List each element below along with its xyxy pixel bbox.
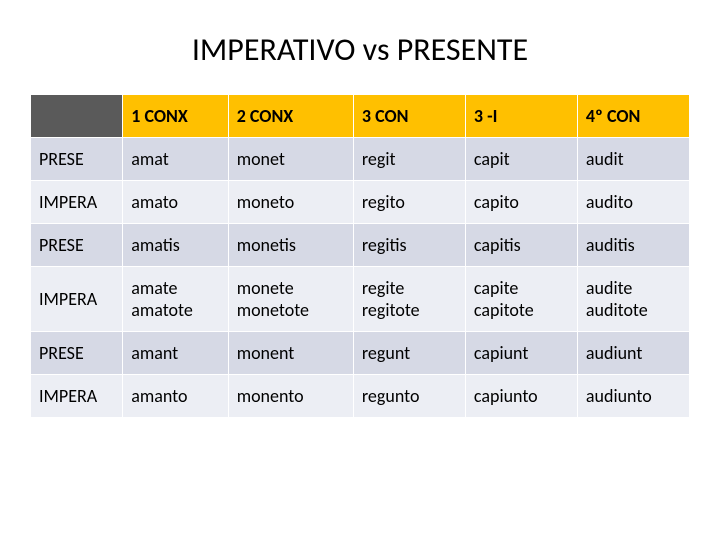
cell: monento xyxy=(228,375,353,418)
cell: capitis xyxy=(465,224,577,267)
cell: amatis xyxy=(123,224,228,267)
header-col-2: 2 CONX xyxy=(228,95,353,138)
cell: audite auditote xyxy=(577,267,689,332)
cell: capit xyxy=(465,138,577,181)
cell: auditis xyxy=(577,224,689,267)
cell: capite capitote xyxy=(465,267,577,332)
conjugation-table: 1 CONX 2 CONX 3 CON 3 -I 4º CON PRESE am… xyxy=(30,94,690,418)
cell: regunt xyxy=(353,332,465,375)
cell: monetis xyxy=(228,224,353,267)
header-col-3: 3 CON xyxy=(353,95,465,138)
cell: capito xyxy=(465,181,577,224)
row-label: IMPERA xyxy=(31,181,123,224)
slide: IMPERATIVO vs PRESENTE 1 CONX 2 CONX 3 C… xyxy=(0,0,720,540)
cell: monete monetote xyxy=(228,267,353,332)
cell: capiunto xyxy=(465,375,577,418)
cell: capiunt xyxy=(465,332,577,375)
table-row: PRESE amat monet regit capit audit xyxy=(31,138,690,181)
row-label: PRESE xyxy=(31,224,123,267)
table-row: IMPERA amanto monento regunto capiunto a… xyxy=(31,375,690,418)
row-label: PRESE xyxy=(31,138,123,181)
table-row: PRESE amant monent regunt capiunt audiun… xyxy=(31,332,690,375)
cell: amat xyxy=(123,138,228,181)
header-col-4: 3 -I xyxy=(465,95,577,138)
table-row: IMPERA amato moneto regito capito audito xyxy=(31,181,690,224)
cell: audit xyxy=(577,138,689,181)
cell: regit xyxy=(353,138,465,181)
cell: moneto xyxy=(228,181,353,224)
cell: regunto xyxy=(353,375,465,418)
cell: amanto xyxy=(123,375,228,418)
table-row: PRESE amatis monetis regitis capitis aud… xyxy=(31,224,690,267)
row-label: PRESE xyxy=(31,332,123,375)
header-col-1: 1 CONX xyxy=(123,95,228,138)
row-label: IMPERA xyxy=(31,267,123,332)
cell: regite regitote xyxy=(353,267,465,332)
row-label: IMPERA xyxy=(31,375,123,418)
cell: regitis xyxy=(353,224,465,267)
page-title: IMPERATIVO vs PRESENTE xyxy=(30,30,690,69)
cell: monet xyxy=(228,138,353,181)
cell: audiunt xyxy=(577,332,689,375)
cell: amate amatote xyxy=(123,267,228,332)
cell: audito xyxy=(577,181,689,224)
table-header-row: 1 CONX 2 CONX 3 CON 3 -I 4º CON xyxy=(31,95,690,138)
cell: monent xyxy=(228,332,353,375)
header-blank xyxy=(31,95,123,138)
cell: amant xyxy=(123,332,228,375)
header-col-5: 4º CON xyxy=(577,95,689,138)
cell: audiunto xyxy=(577,375,689,418)
cell: regito xyxy=(353,181,465,224)
cell: amato xyxy=(123,181,228,224)
table-row: IMPERA amate amatote monete monetote reg… xyxy=(31,267,690,332)
